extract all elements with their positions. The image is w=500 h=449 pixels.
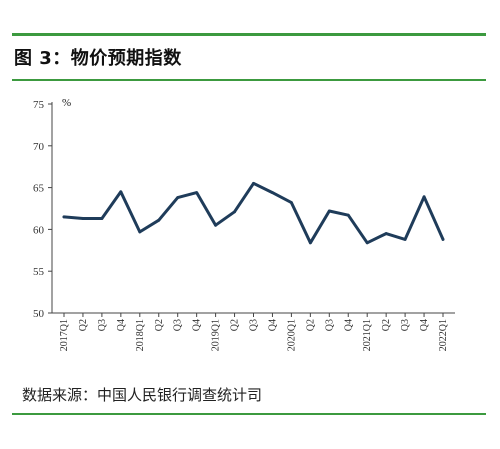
y-unit-label: % [62,97,71,109]
data-point [271,191,274,195]
y-tick-label: 50 [33,308,45,320]
chart-axes [51,102,455,314]
series-layer [62,181,445,245]
data-point [365,241,369,245]
data-point [308,241,312,245]
figure-title: 图 3：物价预期指数 [14,48,182,69]
data-point [233,210,236,214]
x-tick-label: Q2 [78,319,89,331]
x-tick-label: Q3 [249,319,260,331]
x-axis-ticks: 2017Q1 Q2 Q3 Q4 2018Q1 Q2 Q3 Q4 2019Q1 Q2 Q3 Q4 2020… [59,313,449,351]
x-tick-label: Q3 [173,319,184,331]
data-point [157,218,161,222]
data-point [346,213,350,217]
data-point [195,191,199,195]
top-rule [12,33,486,36]
data-point [100,217,104,220]
data-point [441,238,445,241]
x-tick-label: Q4 [192,319,203,331]
x-tick-label: 2018Q1 [135,319,146,351]
data-point [214,223,218,227]
data-point [290,201,293,205]
x-tick-label: 2022Q1 [438,319,449,351]
y-tick-label: 55 [33,266,45,278]
data-point [176,196,180,200]
x-tick-label: Q3 [400,319,411,331]
x-tick-label: Q3 [324,319,335,331]
x-tick-label: 2017Q1 [59,319,70,351]
y-axis-ticks: 50 55 60 65 70 75 [33,99,52,320]
y-tick-label: 60 [33,224,45,236]
data-point [403,238,407,241]
x-tick-label: 2019Q1 [211,319,222,351]
y-tick-label: 70 [33,141,45,153]
source-note: 数据来源：中国人民银行调查统计司 [22,386,263,404]
title-rule [12,79,486,81]
data-point [252,182,255,185]
data-point [422,195,426,199]
x-tick-label: Q3 [97,319,108,331]
x-tick-label: Q2 [230,319,241,331]
x-tick-label: Q4 [116,319,127,331]
x-tick-label: 2020Q1 [286,319,297,351]
x-tick-label: Q2 [154,319,165,331]
y-tick-label: 75 [33,99,45,111]
x-tick-label: Q4 [343,319,354,331]
x-tick-label: Q2 [381,319,392,331]
data-point [327,209,331,213]
bottom-rule [12,413,486,415]
x-tick-label: Q4 [267,319,278,331]
data-point [81,217,85,220]
x-tick-label: 2021Q1 [362,319,373,351]
x-tick-label: Q4 [419,319,430,331]
data-point [384,232,388,235]
data-point [62,215,66,219]
y-tick-label: 65 [33,183,45,195]
data-point [138,230,142,234]
data-point [119,190,123,194]
x-tick-label: Q2 [305,319,316,331]
